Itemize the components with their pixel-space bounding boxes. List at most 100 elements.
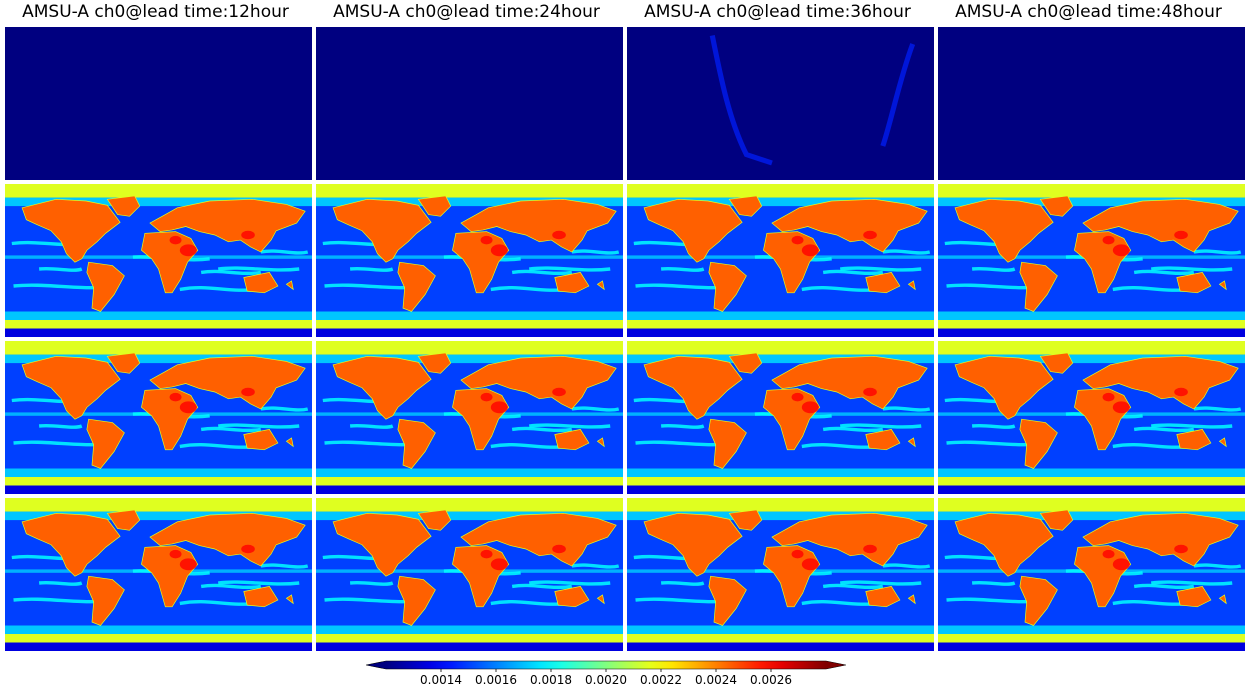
land-hotspot	[480, 549, 493, 559]
land-hotspot	[801, 401, 819, 414]
map-panel	[5, 341, 312, 494]
ocean-streak	[349, 580, 394, 586]
land-region	[907, 594, 916, 605]
antarctic-edge	[938, 642, 1245, 651]
antarctic-transition	[5, 311, 312, 320]
land-region	[86, 418, 125, 469]
ocean-streak	[528, 266, 611, 272]
land-region	[596, 437, 605, 448]
field-background	[316, 27, 623, 180]
map-panel	[5, 184, 312, 337]
land-hotspot	[801, 558, 819, 571]
field-background	[5, 27, 312, 180]
land-region	[554, 429, 590, 451]
ocean-streak	[1150, 580, 1233, 586]
ocean-streak	[822, 426, 884, 433]
land-region	[865, 586, 901, 608]
ocean-streak	[971, 423, 1016, 429]
antarctic-transition	[627, 625, 934, 634]
ocean-streak	[511, 583, 573, 590]
arctic-transition	[627, 354, 934, 364]
map-panel	[316, 184, 623, 337]
ocean-streak	[200, 426, 262, 433]
ocean-streak	[571, 249, 620, 255]
land-hotspot	[863, 230, 877, 240]
ocean-streak	[528, 580, 611, 586]
land-region	[554, 586, 590, 608]
map-panel	[938, 341, 1245, 494]
ocean-streak	[260, 563, 309, 569]
land-hotspot	[1174, 387, 1188, 397]
land-hotspot	[1102, 549, 1115, 559]
antarctic-transition	[938, 468, 1245, 477]
colorbar-extend-max	[826, 661, 846, 669]
ocean-streak	[260, 249, 309, 255]
ocean-streak	[217, 266, 300, 272]
land-region	[865, 429, 901, 451]
land-region	[771, 198, 928, 253]
land-hotspot	[863, 544, 877, 554]
land-region	[1082, 355, 1239, 410]
land-region	[954, 512, 1054, 577]
land-region	[149, 512, 306, 567]
column-title: AMSU-A ch0@lead time:24hour	[333, 2, 600, 22]
land-region	[86, 575, 125, 626]
land-region	[285, 280, 294, 291]
land-hotspot	[1112, 558, 1130, 571]
map-field	[627, 341, 934, 494]
land-region	[1082, 198, 1239, 253]
land-hotspot	[1112, 401, 1130, 414]
arctic-band	[938, 184, 1245, 198]
land-region	[954, 198, 1054, 263]
arctic-transition	[5, 354, 312, 364]
map-panel	[938, 184, 1245, 337]
antarctic-transition	[938, 311, 1245, 320]
land-hotspot	[241, 544, 255, 554]
land-region	[1176, 586, 1212, 608]
land-region	[728, 195, 763, 217]
land-region	[243, 272, 279, 294]
arctic-band	[938, 341, 1245, 355]
arctic-band	[316, 498, 623, 512]
ocean-streak	[882, 406, 931, 412]
map-panel	[5, 27, 312, 180]
colorbar-tick-label: 0.0018	[530, 673, 572, 687]
land-region	[728, 352, 763, 374]
map-field	[938, 27, 1245, 180]
land-region	[643, 512, 743, 577]
ocean-streak	[822, 269, 884, 276]
antarctic-transition	[316, 311, 623, 320]
antarctic-transition	[5, 468, 312, 477]
land-region	[643, 198, 743, 263]
colorbar-tick-label: 0.0016	[475, 673, 517, 687]
land-region	[332, 355, 432, 420]
map-field	[316, 341, 623, 494]
colorbar-outline	[366, 660, 846, 670]
ocean-streak	[1193, 249, 1242, 255]
land-region	[417, 509, 452, 531]
antarctic-edge	[627, 328, 934, 337]
land-region	[417, 352, 452, 374]
ocean-streak	[38, 580, 83, 586]
colorbar-tick-label: 0.0024	[695, 673, 737, 687]
land-region	[708, 418, 747, 469]
ocean-streak	[349, 423, 394, 429]
ocean-streak	[38, 266, 83, 272]
map-field	[627, 184, 934, 337]
land-region	[865, 272, 901, 294]
land-region	[243, 429, 279, 451]
land-hotspot	[791, 392, 804, 402]
land-region	[771, 355, 928, 410]
land-hotspot	[179, 401, 197, 414]
map-panel	[627, 27, 934, 180]
land-hotspot	[480, 235, 493, 245]
land-region	[21, 198, 121, 263]
land-region	[285, 594, 294, 605]
ocean-streak	[511, 426, 573, 433]
land-region	[86, 261, 125, 312]
land-region	[1039, 195, 1074, 217]
land-region	[907, 437, 916, 448]
land-region	[907, 280, 916, 291]
land-region	[332, 198, 432, 263]
arctic-transition	[938, 197, 1245, 207]
